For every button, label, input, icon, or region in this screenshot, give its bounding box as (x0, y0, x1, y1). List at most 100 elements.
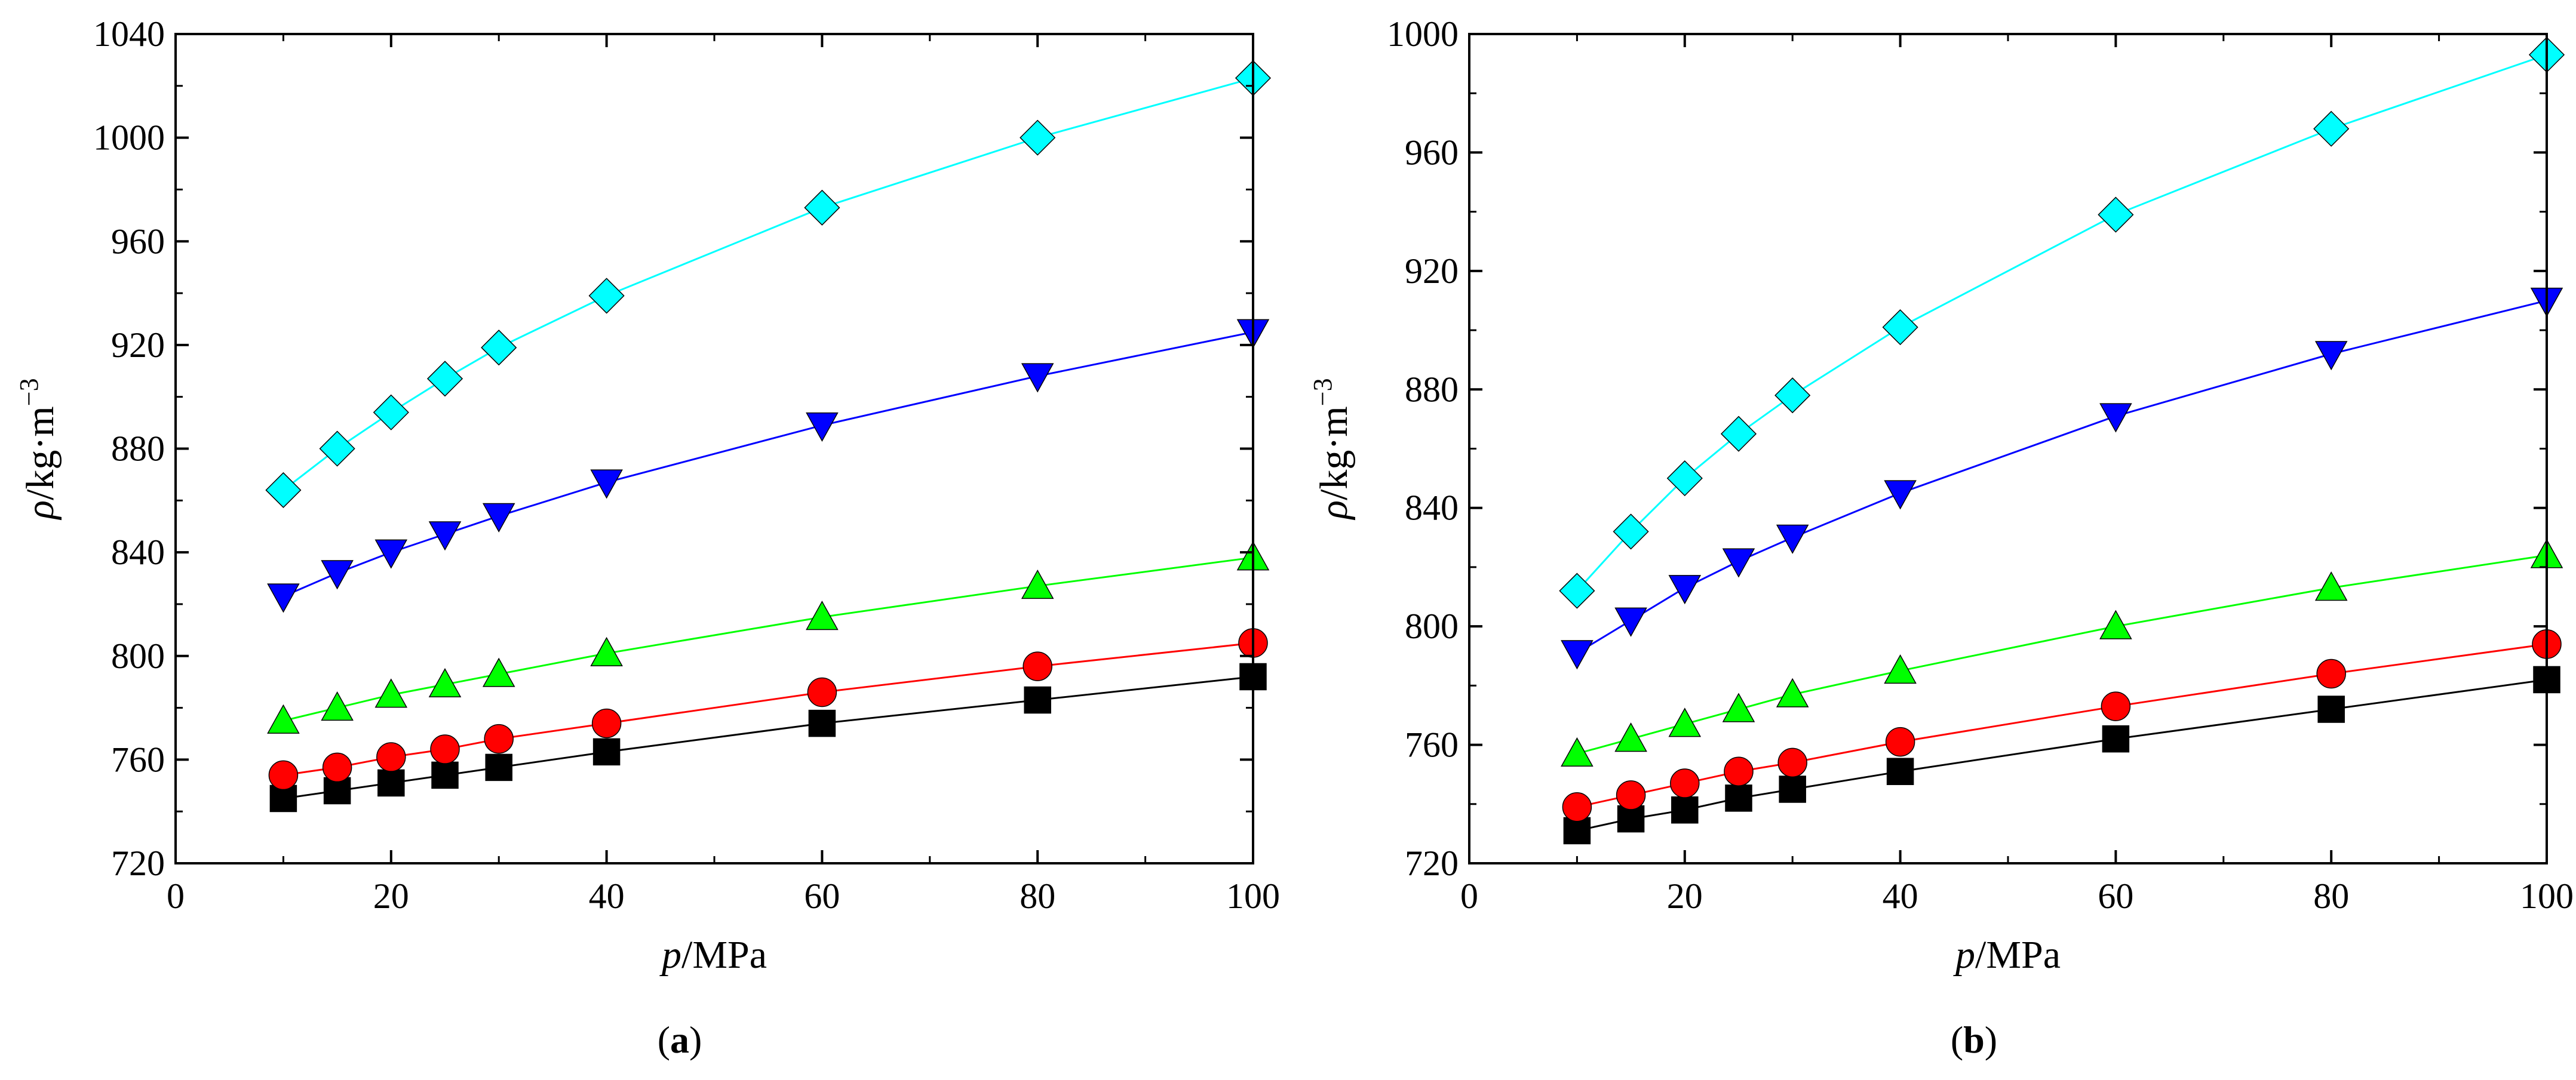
data-point-circle (591, 708, 622, 739)
data-point-circle (1562, 792, 1592, 822)
data-point-triangle-down (428, 521, 462, 551)
data-point-triangle-up (1776, 678, 1809, 707)
data-point-triangle-up (321, 691, 354, 721)
data-point-triangle-up (482, 657, 515, 687)
data-point-square (431, 761, 459, 789)
x-axis-unit: /MPa (1975, 933, 2061, 977)
data-point-diamond (1613, 513, 1649, 550)
x-axis-title: p/MPa (1953, 933, 2061, 977)
data-point-square (1563, 817, 1591, 845)
x-axis-title: p/MPa (659, 933, 767, 977)
data-point-square (485, 753, 512, 781)
x-axis-symbol: p (1953, 933, 1975, 977)
data-point-square (592, 738, 621, 766)
y-axis-title: ρ/kg·m−3 (14, 378, 62, 520)
y-tick-label: 800 (111, 636, 165, 676)
data-point-triangle-up (590, 636, 623, 666)
x-tick-label: 20 (373, 876, 409, 916)
data-point-triangle-up (1722, 693, 1755, 722)
data-point-triangle-up (2099, 610, 2132, 639)
data-point-diamond (1774, 377, 1811, 414)
y-tick-label: 840 (111, 533, 165, 572)
x-tick-label: 0 (1460, 876, 1478, 916)
data-point-triangle-up (374, 678, 408, 708)
data-point-triangle-up (1561, 737, 1594, 767)
caption-paren-open: ( (1951, 1019, 1963, 1061)
y-tick-label: 920 (111, 325, 165, 365)
data-point-circle (1777, 747, 1807, 778)
data-point-circle (430, 734, 460, 764)
y-tick-label: 800 (1405, 607, 1459, 646)
data-point-square (1671, 796, 1699, 824)
series-line-triangle-up (283, 556, 1254, 722)
data-point-triangle-down (1884, 480, 1917, 510)
data-point-circle (268, 760, 299, 790)
data-point-diamond (319, 430, 355, 467)
y-tick-label: 920 (1405, 251, 1459, 291)
data-point-diamond (1020, 119, 1056, 156)
data-point-diamond (2313, 110, 2350, 147)
data-point-diamond (588, 278, 625, 314)
data-point-triangle-down (1561, 640, 1594, 670)
x-axis-unit: /MPa (681, 933, 767, 977)
data-point-circle (2316, 659, 2346, 689)
data-point-diamond (1882, 309, 1918, 346)
chart-panel-a: 0 20 40 60 80 100 720 760 800 840 880 920 960 1000 104… (14, 14, 1280, 1061)
x-tick-label: 0 (167, 876, 185, 916)
y-axis-symbol: ρ (19, 500, 62, 521)
data-point-diamond (373, 394, 409, 430)
data-point-square (1725, 784, 1752, 812)
chart-panel-b: 0 20 40 60 80 100 720 760 800 840 880 920 960 1000 p/M… (1308, 14, 2574, 1061)
y-axis-unit: /kg·m (1312, 406, 1356, 500)
series-line-square (1577, 678, 2547, 832)
caption-paren-open: ( (658, 1019, 670, 1061)
data-point-triangle-up (1021, 570, 1054, 599)
y-axis-symbol: ρ (1312, 500, 1356, 521)
data-point-diamond (481, 330, 517, 366)
y-axis-unit: /kg·m (19, 406, 62, 500)
x-tick-label: 60 (2098, 876, 2133, 916)
caption-paren-close: ) (1985, 1019, 1997, 1061)
data-point-triangle-up (2314, 571, 2348, 601)
x-tick-label: 80 (1020, 876, 1055, 916)
data-point-circle (807, 677, 837, 707)
caption-label: a (670, 1019, 689, 1061)
data-point-square (1617, 805, 1645, 833)
data-point-triangle-down (806, 412, 839, 442)
series-line-triangle-down (1576, 300, 2547, 654)
data-point-circle (376, 742, 406, 772)
data-point-triangle-down (374, 539, 408, 569)
y-axis-unit-exponent: −3 (14, 378, 44, 406)
series-line-circle (1577, 643, 2547, 808)
data-point-circle (1023, 651, 1052, 681)
y-tick-label: 880 (1405, 370, 1459, 409)
y-tick-label: 1000 (1387, 14, 1459, 54)
data-point-triangle-down (1776, 524, 1809, 554)
x-tick-label: 40 (1883, 876, 1918, 916)
data-point-diamond (1720, 416, 1757, 452)
panel-caption: (a) (658, 1019, 702, 1061)
series-line-square (283, 675, 1254, 799)
data-point-triangle-down (1614, 607, 1647, 637)
data-point-square (377, 769, 405, 797)
x-tick-label: 60 (804, 876, 840, 916)
caption-label: b (1963, 1019, 1985, 1061)
y-tick-label: 720 (111, 844, 165, 883)
caption-paren-close: ) (689, 1019, 702, 1061)
data-point-triangle-down (1668, 575, 1702, 605)
data-point-circle (1616, 780, 1646, 810)
series-line-circle (283, 642, 1254, 776)
series-line-diamond (283, 77, 1254, 491)
data-point-diamond (265, 472, 302, 509)
x-tick-label: 80 (2313, 876, 2349, 916)
data-point-circle (322, 752, 352, 783)
data-point-circle (2101, 691, 2131, 721)
data-point-square (1779, 776, 1806, 803)
data-point-square (2102, 725, 2130, 753)
y-tick-label: 840 (1405, 488, 1459, 528)
series-line-triangle-up (1577, 554, 2547, 755)
data-point-triangle-down (482, 503, 515, 533)
data-point-circle (1885, 727, 1915, 757)
